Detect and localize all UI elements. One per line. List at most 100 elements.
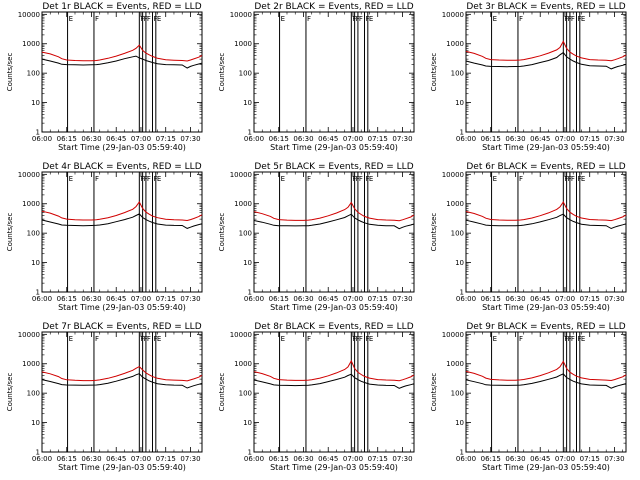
x-tick-label: 06:30 [505,455,525,463]
x-tick-label: 06:15 [269,135,289,143]
y-tick-label: 10 [243,99,252,107]
y-tick-label: 1000 [22,40,40,48]
marker-flag: E [69,175,73,183]
x-tick-label: 06:30 [293,135,313,143]
y-tick-label: 10 [31,419,40,427]
x-tick-label: 07:30 [392,135,412,143]
marker-flag: E [369,335,373,343]
series-line-lld [465,201,627,222]
panel-title: Det 2r BLACK = Events, RED = LLD [254,2,413,12]
detector-panel-7: Det 7r BLACK = Events, RED = LLD 1 10 100 10… [6,322,203,472]
y-tick-label: 100 [239,70,252,78]
detector-panel-9: Det 9r BLACK = Events, RED = LLD 1 10 100 10… [430,322,627,472]
series-line-events [41,213,203,229]
marker-flag: E [493,15,497,23]
y-tick-label: 10 [31,259,40,267]
x-tick-label: 06:00 [244,135,264,143]
y-tick-label: 10 [31,99,40,107]
marker-flag: F [307,175,311,183]
x-axis-label: Start Time (29-Jan-03 05:59:40) [270,303,398,312]
y-tick-label: 1000 [22,360,40,368]
marker-flag: F [147,335,151,343]
y-tick-label: 1 [460,449,464,457]
plot-frame [465,331,627,453]
x-tick-label: 06:45 [106,455,126,463]
plot-frame [465,171,627,293]
panel-title: Det 5r BLACK = Events, RED = LLD [254,162,413,172]
marker-flag: F [359,335,363,343]
x-tick-label: 06:45 [530,455,550,463]
detector-panel-5: Det 5r BLACK = Events, RED = LLD 1 10 100 10… [218,162,415,312]
plot-frame [41,331,203,453]
x-tick-label: 07:00 [131,455,151,463]
x-axis-label: Start Time (29-Jan-03 05:59:40) [482,303,610,312]
x-tick-label: 06:45 [530,135,550,143]
x-tick-label: 07:15 [580,295,600,303]
x-tick-label: 06:30 [293,455,313,463]
y-tick-label: 100 [451,230,464,238]
marker-flag: E [369,175,373,183]
x-tick-label: 07:00 [343,455,363,463]
marker-flag: E [157,335,161,343]
marker-flag: F [571,335,575,343]
x-tick-label: 06:15 [481,455,501,463]
y-tick-label: 10000 [442,331,464,339]
series-line-events [41,373,203,389]
x-tick-label: 06:00 [244,455,264,463]
y-axis-label: Counts/sec [6,213,14,252]
y-tick-label: 10 [243,259,252,267]
x-tick-label: 06:30 [81,295,101,303]
y-axis-label: Counts/sec [430,373,438,412]
x-tick-label: 07:15 [156,295,176,303]
x-tick-label: 07:30 [392,295,412,303]
x-tick-label: 06:00 [244,295,264,303]
panel-title: Det 7r BLACK = Events, RED = LLD [42,322,201,332]
y-tick-label: 10 [455,419,464,427]
x-tick-label: 07:00 [555,455,575,463]
y-tick-label: 10 [455,99,464,107]
y-tick-label: 1000 [446,200,464,208]
marker-flag: F [359,175,363,183]
marker-flag: E [493,335,497,343]
y-tick-label: 1 [248,449,252,457]
plot-frame [253,331,415,453]
x-tick-label: 06:30 [505,295,525,303]
series-line-lld [41,201,203,222]
detector-panel-1: Det 1r BLACK = Events, RED = LLD 1 10 100 10… [6,2,203,152]
plot-frame [253,11,415,133]
x-tick-label: 07:00 [555,135,575,143]
marker-flag: E [157,175,161,183]
marker-flag: F [519,335,523,343]
marker-flag: E [69,335,73,343]
x-tick-label: 06:15 [269,295,289,303]
x-tick-label: 06:15 [481,135,501,143]
series-line-lld [253,359,415,382]
x-tick-label: 07:30 [180,455,200,463]
x-tick-label: 06:15 [57,295,77,303]
x-tick-label: 07:15 [156,135,176,143]
panel-title: Det 9r BLACK = Events, RED = LLD [466,322,625,332]
panel-title: Det 1r BLACK = Events, RED = LLD [42,2,201,12]
y-tick-label: 10000 [18,171,40,179]
y-tick-label: 1000 [446,40,464,48]
y-tick-label: 1 [248,289,252,297]
marker-flag: F [519,15,523,23]
y-tick-label: 1000 [22,200,40,208]
x-tick-label: 07:30 [180,135,200,143]
detector-panel-4: Det 4r BLACK = Events, RED = LLD 1 10 100 10… [6,162,203,312]
x-tick-label: 07:30 [604,455,624,463]
detector-panel-3: Det 3r BLACK = Events, RED = LLD 1 10 100 10… [430,2,627,152]
y-tick-label: 10 [455,259,464,267]
x-tick-label: 07:00 [555,295,575,303]
x-axis-label: Start Time (29-Jan-03 05:59:40) [58,463,186,472]
y-axis-label: Counts/sec [430,53,438,92]
series-line-lld [41,365,203,382]
y-tick-label: 1 [36,449,40,457]
x-tick-label: 06:00 [456,295,476,303]
x-tick-label: 06:45 [106,295,126,303]
y-tick-label: 10000 [230,331,252,339]
y-tick-label: 1000 [234,360,252,368]
x-tick-label: 06:45 [318,135,338,143]
x-tick-label: 06:45 [106,135,126,143]
marker-flag: F [147,175,151,183]
